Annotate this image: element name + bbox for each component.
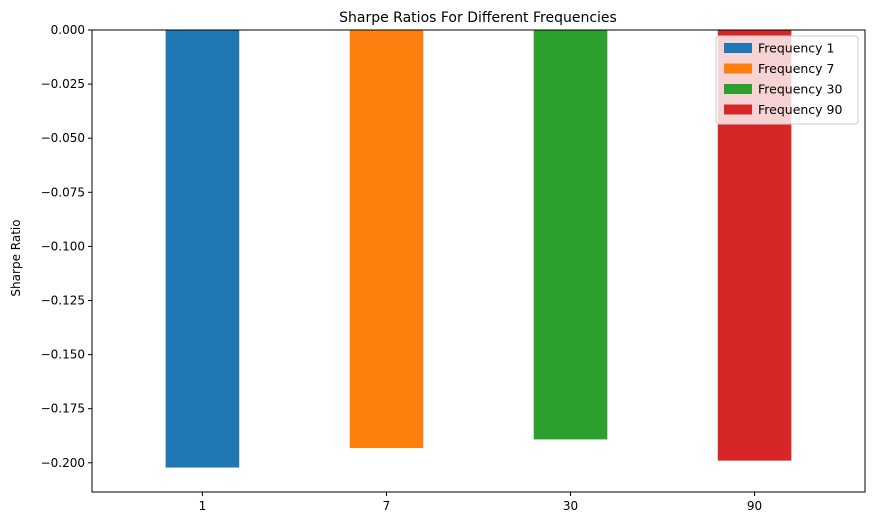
- legend-swatch: [724, 104, 752, 115]
- legend-label: Frequency 7: [758, 61, 835, 76]
- chart-title: Sharpe Ratios For Different Frequencies: [339, 10, 617, 26]
- y-tick-label: −0.050: [41, 131, 85, 145]
- x-tick-label: 30: [563, 499, 578, 513]
- y-axis-label: Sharpe Ratio: [9, 219, 23, 296]
- legend: Frequency 1 Frequency 7 Frequency 30 Freque…: [715, 35, 859, 125]
- x-axis-ticks: 1 7 30 90: [199, 492, 762, 513]
- x-tick-label: 1: [199, 499, 207, 513]
- legend-box: [715, 35, 859, 125]
- y-tick-label: −0.125: [41, 293, 85, 307]
- bar-30: [533, 30, 608, 440]
- y-tick-label: −0.100: [41, 239, 85, 253]
- y-tick-label: 0.000: [51, 23, 85, 37]
- plot-frame: [91, 29, 866, 493]
- bar-1: [165, 30, 240, 468]
- x-tick-label: 7: [383, 499, 391, 513]
- bars-group: [165, 30, 792, 468]
- legend-label: Frequency 1: [758, 41, 835, 56]
- y-axis-ticks: 0.000 −0.025 −0.050 −0.075 −0.100 −0.125 −0.15…: [41, 23, 92, 470]
- y-tick-label: −0.150: [41, 348, 85, 362]
- legend-swatch: [724, 84, 752, 94]
- legend-swatch: [724, 43, 752, 53]
- legend-label: Frequency 90: [758, 102, 843, 117]
- legend-swatch: [724, 63, 752, 74]
- x-tick-label: 90: [747, 499, 762, 513]
- bar-7: [349, 30, 424, 449]
- y-tick-label: −0.075: [41, 185, 85, 199]
- y-tick-label: −0.025: [41, 77, 85, 91]
- y-tick-label: −0.200: [41, 456, 85, 470]
- legend-label: Frequency 30: [758, 82, 843, 97]
- y-tick-label: −0.175: [41, 402, 85, 416]
